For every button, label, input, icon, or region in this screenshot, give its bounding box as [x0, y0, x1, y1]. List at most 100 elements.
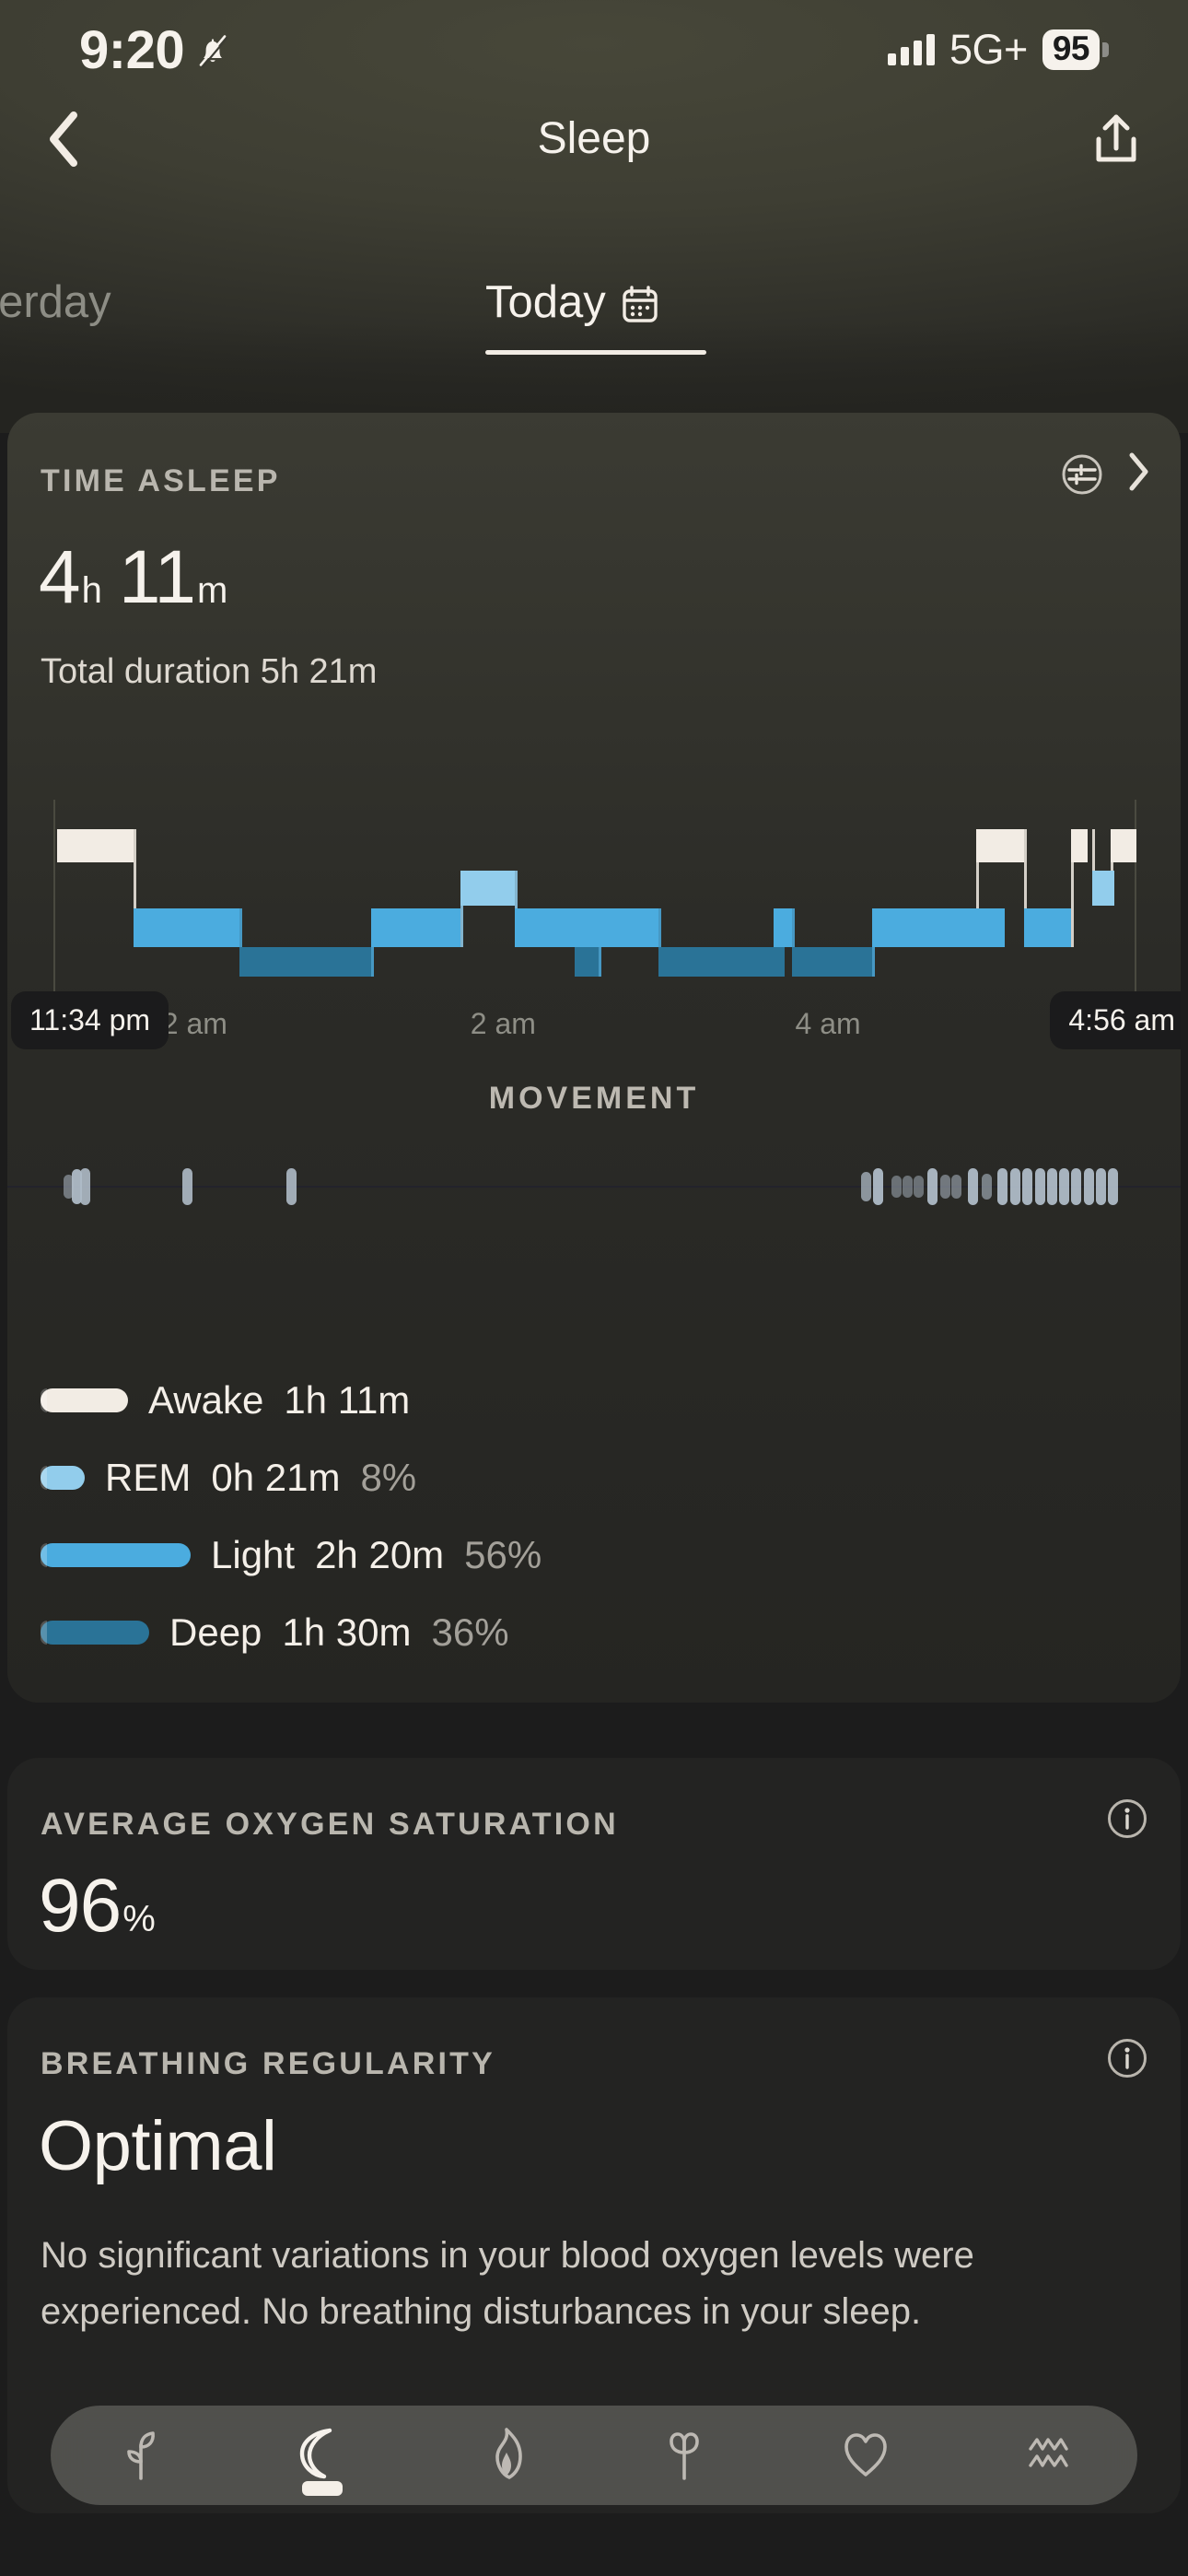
time-asleep-card[interactable]: TIME ASLEEP 4 h 11 m: [7, 413, 1181, 1703]
time-asleep-hours: 4: [39, 535, 81, 619]
movement-tick: [873, 1168, 884, 1205]
sleep-end-time-badge: 4:56 am: [1050, 991, 1181, 1049]
movement-tick: [72, 1169, 83, 1204]
oxygen-saturation-card[interactable]: AVERAGE OXYGEN SATURATION 96 %: [7, 1758, 1181, 1970]
chevron-left-icon: [50, 111, 77, 167]
share-button[interactable]: [1072, 100, 1160, 178]
stage-transition-stem: [1091, 829, 1095, 906]
sprout-icon: [115, 2425, 167, 2487]
movement-tick: [1021, 1168, 1032, 1205]
movement-tick: [891, 1176, 903, 1198]
stage-transition-stem: [239, 908, 243, 977]
info-circle-icon[interactable]: [1107, 1798, 1147, 1844]
legend-stage-duration: 1h 30m: [282, 1610, 412, 1654]
legend-stage-name: Deep: [169, 1610, 262, 1654]
sleep-stage-plot-area: [53, 800, 1136, 993]
tab-selection-indicator: [485, 350, 706, 355]
movement-tick: [1095, 1168, 1106, 1205]
tab-today-label: Today: [485, 277, 606, 327]
stage-band-rem: [1091, 871, 1115, 906]
movement-tick: [63, 1175, 74, 1199]
stage-band-light: [598, 908, 659, 947]
breathing-label: BREATHING REGULARITY: [41, 2046, 496, 2081]
legend-row: Light 2h 20m 56%: [41, 1516, 1146, 1594]
sleep-stage-chart[interactable]: 12 am 2 am 4 am 11:34 pm 4:56 am: [7, 800, 1181, 1049]
info-circle-icon[interactable]: [1107, 2038, 1147, 2083]
stage-band-awake: [975, 829, 1024, 862]
movement-tick: [181, 1168, 192, 1205]
tuning-fork-icon: [658, 2425, 710, 2487]
tab-item-sleep[interactable]: [267, 2406, 378, 2505]
chevron-right-icon[interactable]: [1127, 451, 1151, 497]
time-asleep-value: 4 h 11 m: [39, 540, 227, 615]
movement-tick: [913, 1176, 924, 1198]
oxygen-value: 96 %: [39, 1868, 156, 1944]
legend-stage-name: Awake: [148, 1378, 264, 1422]
movement-tick: [1058, 1168, 1069, 1205]
tab-active-indicator: [301, 2481, 343, 2496]
share-up-icon: [1096, 114, 1136, 161]
stage-transition-stem: [1110, 829, 1113, 906]
tab-item-trends[interactable]: [992, 2406, 1102, 2505]
sliders-circle-icon[interactable]: [1061, 453, 1103, 496]
legend-stage-duration: 1h 11m: [284, 1378, 411, 1422]
status-bar-left: 9:20: [79, 19, 228, 81]
stage-band-light: [370, 908, 461, 947]
stage-transition-stem: [792, 908, 796, 977]
stage-band-light: [514, 908, 599, 947]
tab-yesterday[interactable]: sterday: [0, 276, 111, 328]
movement-baseline: [7, 1186, 1181, 1188]
legend-stage-percent: 8%: [360, 1456, 417, 1499]
moon-icon: [297, 2425, 348, 2487]
legend-bar-rem: [41, 1466, 85, 1490]
cellular-bars-icon: [888, 34, 936, 65]
movement-tick: [79, 1168, 90, 1205]
movement-tick: [1009, 1168, 1020, 1205]
stage-band-light: [774, 908, 793, 947]
page-title: Sleep: [537, 114, 651, 163]
time-asleep-card-actions: [1061, 451, 1151, 497]
legend-stage-name: REM: [105, 1456, 192, 1499]
movement-tick: [1046, 1168, 1057, 1205]
time-asleep-minutes-unit: m: [196, 570, 228, 611]
sleep-start-time-badge: 11:34 pm: [11, 991, 169, 1049]
network-type-label: 5G+: [949, 26, 1028, 73]
tab-today[interactable]: Today: [485, 276, 659, 328]
breathing-value: Optimal: [39, 2107, 277, 2185]
movement-tick: [982, 1174, 993, 1200]
waves-icon: [1021, 2425, 1073, 2487]
movement-tick: [285, 1168, 297, 1205]
day-tab-bar: sterday Today: [0, 276, 1188, 369]
flame-icon: [478, 2425, 530, 2487]
status-bar-right: 5G+ 95: [888, 26, 1109, 74]
status-bar-clock: 9:20: [79, 19, 185, 80]
chart-axis-right: [1135, 800, 1136, 993]
oxygen-unit: %: [122, 1899, 156, 1939]
movement-tick: [1107, 1168, 1118, 1205]
tab-item-heart[interactable]: [810, 2406, 921, 2505]
back-button[interactable]: [20, 100, 109, 178]
movement-title: MOVEMENT: [488, 1081, 700, 1116]
legend-stage-duration: 0h 21m: [211, 1456, 341, 1499]
stage-band-light: [1023, 908, 1072, 947]
stage-transition-stem: [460, 871, 464, 947]
time-asleep-hours-unit: h: [81, 570, 102, 611]
legend-stage-percent: 56%: [464, 1533, 542, 1576]
tab-item-sprout[interactable]: [86, 2406, 196, 2505]
movement-tick: [1084, 1168, 1094, 1205]
movement-tick: [927, 1168, 938, 1205]
legend-stage-name: Light: [211, 1533, 296, 1576]
tab-item-activity[interactable]: [448, 2406, 559, 2505]
tab-item-readiness[interactable]: [629, 2406, 740, 2505]
stage-transition-stem: [1071, 829, 1075, 947]
legend-row: Deep 1h 30m 36%: [41, 1594, 1146, 1671]
movement-tick: [996, 1168, 1007, 1205]
time-asleep-minutes: 11: [118, 535, 196, 619]
stage-band-awake: [1110, 829, 1136, 862]
legend-stage-duration: 2h 20m: [315, 1533, 445, 1576]
oxygen-label: AVERAGE OXYGEN SATURATION: [41, 1807, 619, 1842]
navigation-bar: Sleep: [0, 100, 1188, 178]
legend-bar-light: [41, 1543, 191, 1567]
legend-stage-percent: 36%: [431, 1610, 509, 1654]
